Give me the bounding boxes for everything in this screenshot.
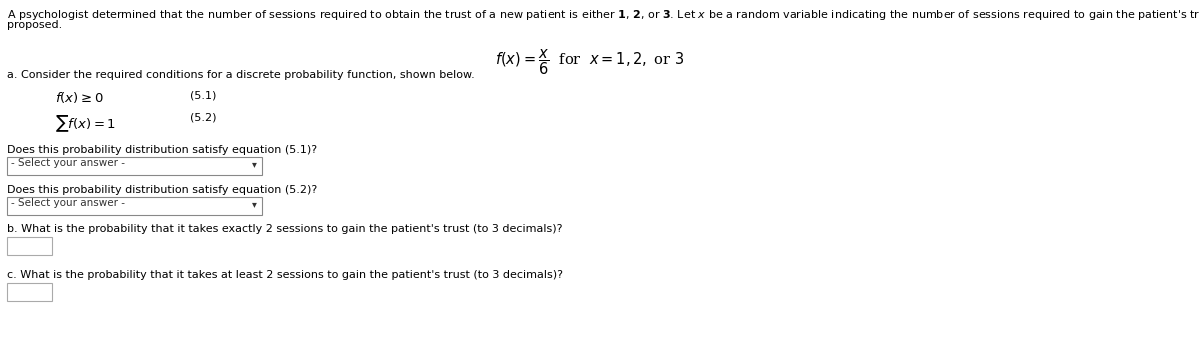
Text: b. What is the probability that it takes exactly 2 sessions to gain the patient': b. What is the probability that it takes… — [7, 224, 563, 234]
Text: $f(x) = \dfrac{x}{6}$  for  $x = 1, 2,$ or $3$: $f(x) = \dfrac{x}{6}$ for $x = 1, 2,$ or… — [496, 47, 685, 76]
Text: a. Consider the required conditions for a discrete probability function, shown b: a. Consider the required conditions for … — [7, 70, 475, 80]
Text: Does this probability distribution satisfy equation (5.2)?: Does this probability distribution satis… — [7, 185, 317, 195]
Text: Does this probability distribution satisfy equation (5.1)?: Does this probability distribution satis… — [7, 145, 317, 155]
Text: ▾: ▾ — [252, 159, 257, 169]
Text: - Select your answer -: - Select your answer - — [11, 198, 125, 208]
Text: - Select your answer -: - Select your answer - — [11, 158, 125, 168]
Text: $f(x) \geq 0$: $f(x) \geq 0$ — [55, 90, 103, 105]
Text: ▾: ▾ — [252, 199, 257, 209]
FancyBboxPatch shape — [7, 283, 52, 301]
Text: c. What is the probability that it takes at least 2 sessions to gain the patient: c. What is the probability that it takes… — [7, 270, 563, 280]
FancyBboxPatch shape — [7, 237, 52, 255]
Text: (5.2): (5.2) — [190, 113, 216, 123]
Text: proposed.: proposed. — [7, 20, 62, 30]
Text: (5.1): (5.1) — [190, 90, 216, 100]
FancyBboxPatch shape — [7, 197, 262, 215]
FancyBboxPatch shape — [7, 157, 262, 175]
Text: $\sum f(x) = 1$: $\sum f(x) = 1$ — [55, 113, 116, 134]
Text: A psychologist determined that the number of sessions required to obtain the tru: A psychologist determined that the numbe… — [7, 8, 1200, 22]
